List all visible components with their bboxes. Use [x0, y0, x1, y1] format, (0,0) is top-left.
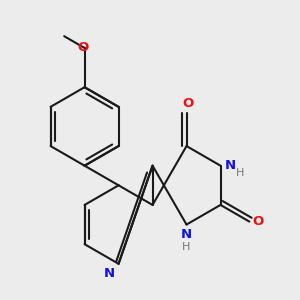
- Text: N: N: [103, 267, 115, 280]
- Text: H: H: [182, 242, 191, 252]
- Text: N: N: [181, 228, 192, 242]
- Text: H: H: [236, 168, 244, 178]
- Text: N: N: [224, 159, 236, 172]
- Text: O: O: [253, 215, 264, 228]
- Text: O: O: [182, 97, 194, 110]
- Text: O: O: [77, 41, 88, 55]
